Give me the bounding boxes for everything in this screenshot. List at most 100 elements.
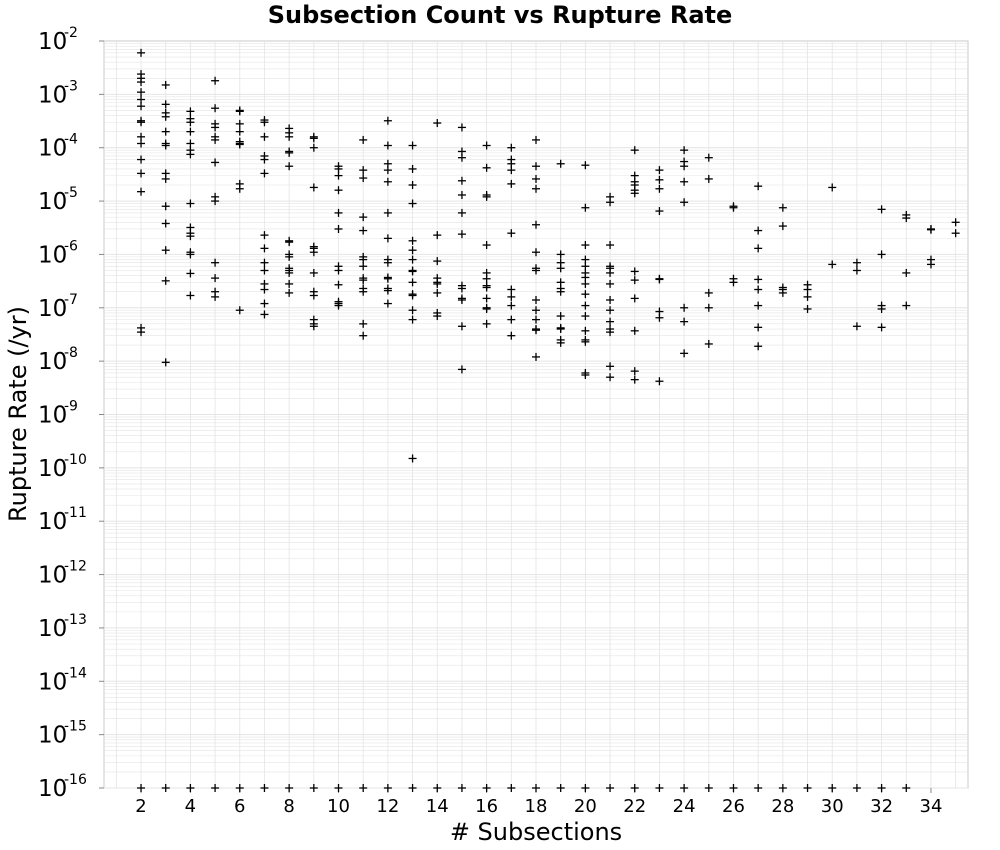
data-point xyxy=(877,323,886,332)
data-point xyxy=(235,107,244,116)
data-point xyxy=(482,283,491,292)
data-point xyxy=(359,135,368,144)
data-point xyxy=(556,264,565,273)
data-point xyxy=(532,162,540,171)
data-point xyxy=(556,287,565,296)
data-point xyxy=(507,229,516,238)
data-point xyxy=(260,784,269,792)
data-point xyxy=(556,312,565,321)
data-point xyxy=(433,279,442,288)
data-point xyxy=(260,299,269,308)
data-point xyxy=(507,315,516,324)
y-tick-exponent: -6 xyxy=(64,238,78,254)
y-tick-label: 10 xyxy=(38,669,67,695)
data-point xyxy=(457,153,466,162)
y-axis-label: Rupture Rate (/yr) xyxy=(4,306,32,522)
data-point xyxy=(704,288,713,297)
y-tick-label: 10 xyxy=(38,509,67,535)
data-point xyxy=(902,784,911,792)
data-point xyxy=(359,784,368,792)
data-point xyxy=(556,250,565,259)
y-tick-label: 10 xyxy=(38,616,67,642)
y-tick-exponent: -7 xyxy=(64,292,78,308)
y-tick-exponent: -8 xyxy=(64,345,78,361)
data-point xyxy=(852,784,861,792)
data-point xyxy=(532,315,540,324)
data-point xyxy=(186,107,195,116)
data-point xyxy=(161,100,170,109)
data-point xyxy=(137,155,146,164)
data-point xyxy=(655,175,664,184)
data-point xyxy=(630,367,639,376)
data-point xyxy=(630,375,639,384)
data-point xyxy=(457,295,466,304)
data-point xyxy=(285,132,294,141)
data-point xyxy=(877,784,886,792)
data-point xyxy=(655,184,664,193)
data-point xyxy=(606,317,615,326)
data-point xyxy=(137,187,146,196)
data-point xyxy=(482,784,491,792)
data-point xyxy=(161,202,170,211)
data-point xyxy=(383,141,392,150)
data-point xyxy=(235,784,244,792)
y-tick-label: 10 xyxy=(38,136,67,162)
data-point xyxy=(778,222,787,231)
y-tick-exponent: -5 xyxy=(64,185,78,201)
data-point xyxy=(680,162,689,171)
data-point xyxy=(260,285,269,294)
data-point xyxy=(383,166,392,175)
data-point xyxy=(754,285,763,294)
data-point xyxy=(137,139,146,148)
data-point xyxy=(532,248,540,257)
data-point xyxy=(408,246,417,255)
data-point xyxy=(186,150,195,159)
data-point xyxy=(408,306,417,315)
data-point xyxy=(457,208,466,217)
data-point xyxy=(581,161,590,170)
data-point xyxy=(359,287,368,296)
data-point xyxy=(606,362,615,371)
data-point xyxy=(260,244,269,253)
y-tick-label: 10 xyxy=(38,29,67,55)
data-point xyxy=(655,207,664,216)
data-point xyxy=(680,177,689,186)
data-point xyxy=(754,784,763,792)
data-point xyxy=(186,784,195,792)
data-point xyxy=(433,119,442,128)
y-tick-label: 10 xyxy=(38,563,67,589)
data-point xyxy=(235,119,244,128)
data-point xyxy=(606,328,615,337)
data-point xyxy=(334,208,343,217)
x-tick-label: 22 xyxy=(623,796,646,817)
data-point xyxy=(655,377,664,386)
data-point xyxy=(902,301,911,310)
data-point xyxy=(457,284,466,293)
data-point xyxy=(433,257,442,266)
chart-title: Subsection Count vs Rupture Rate xyxy=(268,1,733,29)
data-point xyxy=(507,301,516,310)
data-points xyxy=(137,48,960,792)
data-point xyxy=(951,229,960,238)
data-point xyxy=(507,784,516,792)
data-point xyxy=(680,784,689,792)
y-tick-label: 10 xyxy=(38,189,67,215)
data-point xyxy=(161,246,170,255)
data-point xyxy=(482,304,491,313)
data-point xyxy=(729,278,738,287)
data-point xyxy=(433,288,442,297)
data-point xyxy=(926,225,935,234)
data-point xyxy=(309,134,318,143)
data-point xyxy=(532,266,540,275)
data-point xyxy=(581,337,590,346)
data-point xyxy=(581,279,590,288)
y-tick-label: 10 xyxy=(38,403,67,429)
data-point xyxy=(433,784,442,792)
data-point xyxy=(383,784,392,792)
data-point xyxy=(606,373,615,382)
data-point xyxy=(457,230,466,239)
data-point xyxy=(309,784,318,792)
data-point xyxy=(581,290,590,299)
data-point xyxy=(211,292,220,301)
data-point xyxy=(581,241,590,250)
